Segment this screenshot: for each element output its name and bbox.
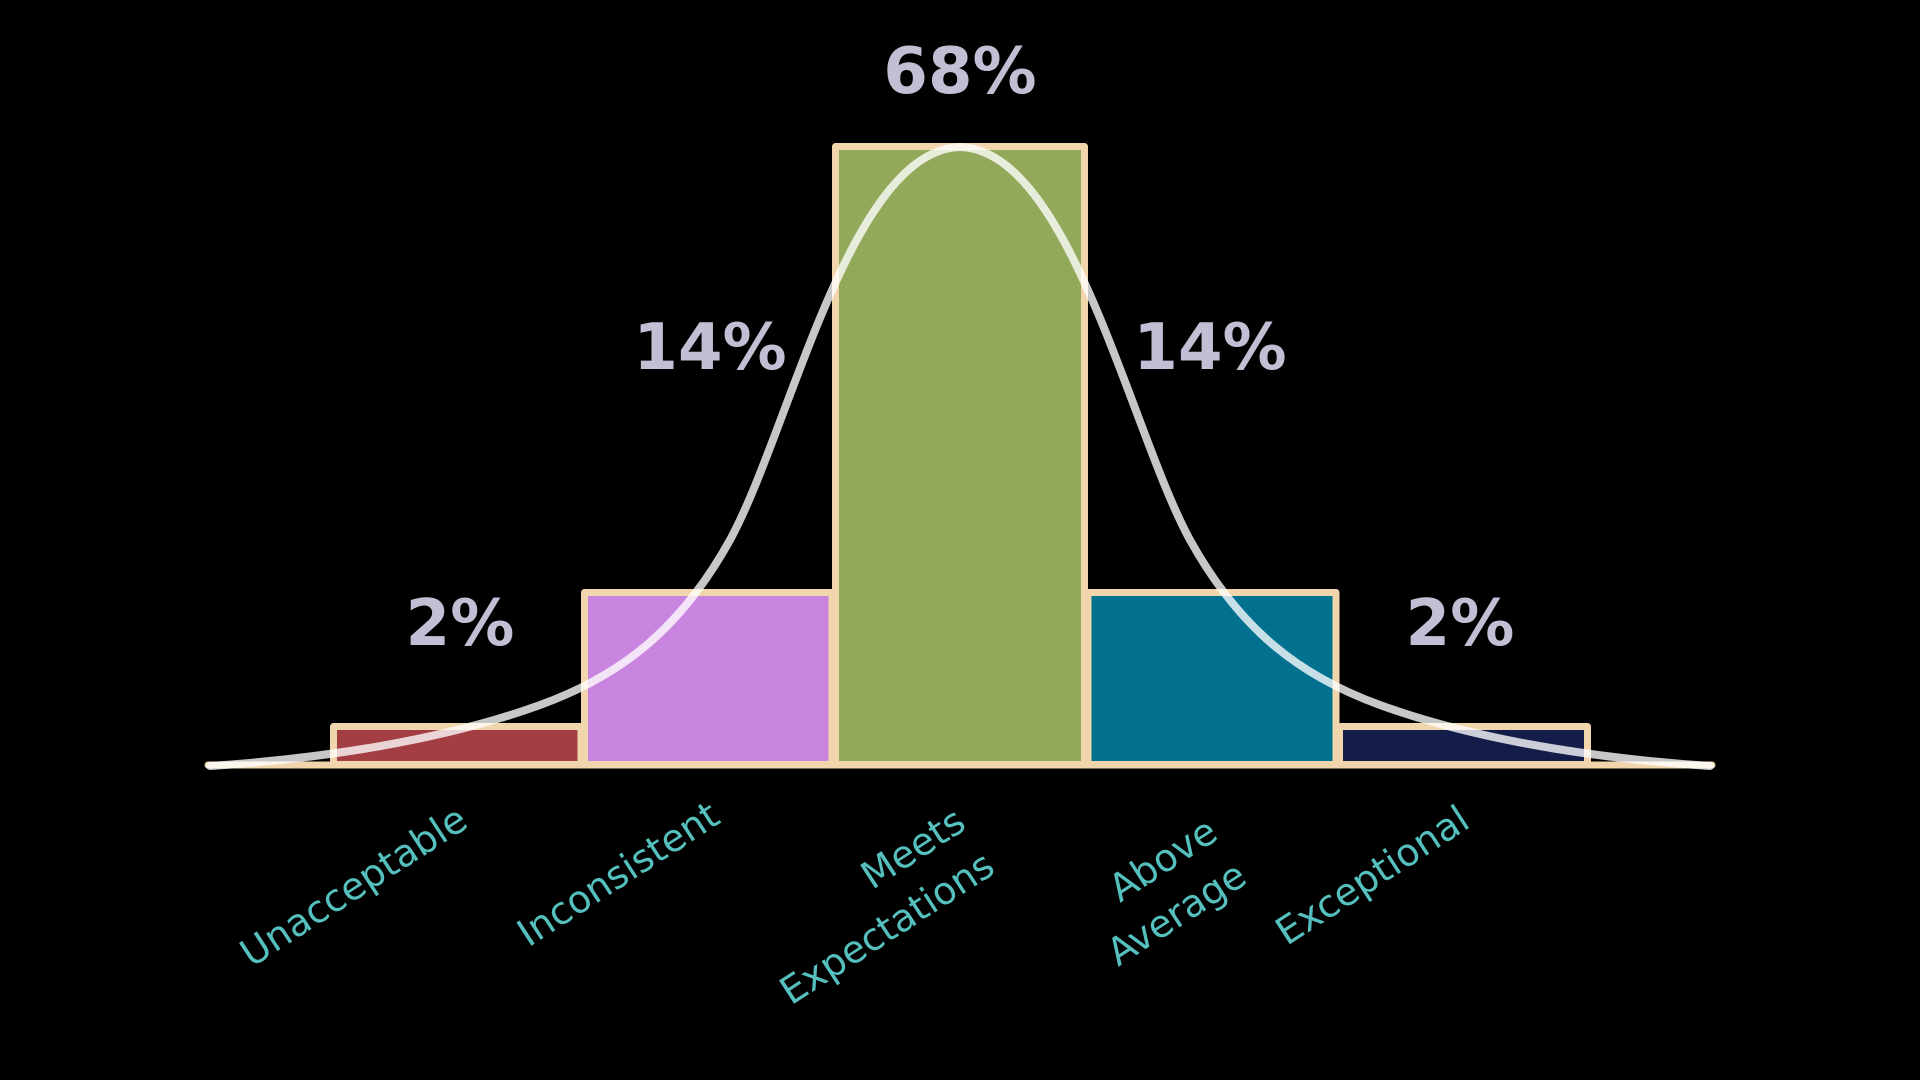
category-label-above-average: Above Average bbox=[1099, 809, 1254, 975]
bars bbox=[330, 143, 1591, 768]
value-label-above-average: 14% bbox=[1133, 311, 1286, 385]
category-label-inconsistent: Inconsistent bbox=[509, 793, 727, 956]
bar-above-average bbox=[1084, 589, 1340, 768]
category-label-exceptional: Exceptional bbox=[1268, 797, 1477, 954]
category-label-unacceptable: Unacceptable bbox=[232, 797, 475, 976]
value-label-meets-expectations: 68% bbox=[883, 35, 1036, 109]
bar-meets-expectations bbox=[832, 143, 1088, 768]
value-label-exceptional: 2% bbox=[1406, 587, 1515, 661]
value-label-unacceptable: 2% bbox=[406, 587, 515, 661]
category-label-meets-expectations: Meets Expectations bbox=[772, 799, 1002, 1014]
value-label-inconsistent: 14% bbox=[633, 311, 786, 385]
bar-inconsistent bbox=[581, 589, 836, 768]
bell-curve bbox=[206, 142, 1714, 770]
